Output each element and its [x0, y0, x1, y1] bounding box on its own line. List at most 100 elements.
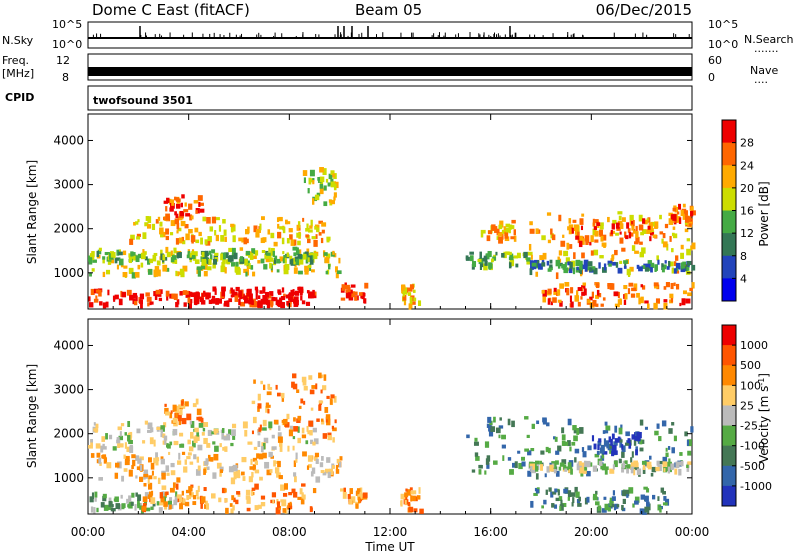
range-gate-cell — [345, 284, 350, 290]
range-gate-cell — [403, 300, 407, 306]
range-gate-cell — [251, 487, 256, 491]
range-gate-cell — [254, 505, 259, 511]
range-gate-cell — [172, 258, 177, 264]
range-gate-cell — [634, 500, 639, 505]
range-gate-cell — [583, 288, 587, 296]
range-gate-cell — [228, 247, 234, 253]
range-gate-cell — [293, 417, 296, 422]
beam-title: Beam 05 — [355, 1, 422, 19]
range-gate-cell — [639, 439, 643, 445]
range-gate-cell — [259, 476, 263, 481]
range-gate-cell — [283, 269, 289, 275]
range-gate-cell — [314, 194, 320, 201]
range-gate-cell — [574, 457, 577, 463]
range-gate-cell — [262, 286, 266, 291]
range-gate-cell — [184, 501, 190, 507]
range-gate-cell — [353, 291, 358, 296]
range-gate-cell — [675, 262, 681, 270]
range-gate-cell — [579, 218, 584, 225]
range-gate-cell — [169, 441, 173, 446]
range-gate-cell — [335, 469, 340, 474]
range-gate-cell — [276, 269, 280, 273]
range-gate-cell — [486, 463, 490, 469]
colorbar-segment — [722, 445, 736, 467]
range-gate-cell — [349, 497, 353, 505]
range-gate-cell — [194, 427, 199, 433]
range-gate-cell — [279, 442, 283, 447]
range-gate-cell — [408, 287, 413, 292]
range-gate-cell — [124, 455, 130, 462]
range-gate-cell — [319, 462, 324, 468]
range-gate-cell — [197, 444, 203, 451]
range-gate-cell — [104, 251, 110, 256]
range-gate-cell — [675, 255, 679, 261]
range-gate-cell — [589, 241, 592, 246]
range-gate-cell — [284, 263, 290, 271]
range-gate-cell — [161, 485, 167, 490]
range-gate-cell — [303, 177, 306, 184]
range-gate-cell — [238, 237, 243, 242]
velocity-colorbar-label-end: ] — [757, 373, 771, 378]
range-gate-cell — [531, 423, 535, 429]
range-gate-cell — [319, 167, 324, 173]
y-tick-label: 2000 — [53, 222, 84, 236]
velocity-colorbar-label-main: Velocity [m s — [757, 386, 771, 463]
range-gate-cell — [333, 253, 337, 258]
colorbar-segment — [722, 278, 736, 302]
range-gate-cell — [222, 446, 226, 451]
range-gate-cell — [502, 455, 505, 461]
range-gate-cell — [194, 259, 200, 265]
range-gate-cell — [143, 469, 149, 475]
range-gate-cell — [563, 250, 569, 257]
range-gate-cell — [179, 291, 183, 296]
range-gate-cell — [201, 293, 204, 298]
range-gate-cell — [178, 452, 181, 460]
range-gate-cell — [524, 416, 529, 420]
range-gate-cell — [509, 469, 514, 475]
range-gate-cell — [267, 229, 271, 235]
range-gate-cell — [262, 295, 268, 302]
range-gate-cell — [156, 501, 160, 506]
range-gate-cell — [337, 270, 342, 275]
range-gate-cell — [478, 469, 482, 475]
range-gate-cell — [335, 464, 339, 470]
range-gate-cell — [290, 289, 294, 294]
range-gate-cell — [248, 252, 252, 258]
range-gate-cell — [582, 451, 587, 458]
range-gate-cell — [203, 468, 206, 475]
range-gate-cell — [276, 217, 280, 223]
range-gate-cell — [110, 504, 114, 508]
range-gate-cell — [493, 416, 496, 423]
range-gate-cell — [479, 464, 483, 469]
range-gate-cell — [165, 290, 170, 297]
range-gate-cell — [175, 198, 181, 202]
range-gate-cell — [207, 454, 211, 462]
range-gate-cell — [690, 210, 694, 217]
range-gate-cell — [340, 488, 344, 492]
range-gate-cell — [170, 410, 173, 414]
range-gate-cell — [621, 467, 625, 473]
range-gate-cell — [290, 292, 295, 297]
range-gate-cell — [189, 257, 192, 263]
range-gate-cell — [410, 490, 414, 495]
range-gate-cell — [647, 464, 652, 470]
range-gate-cell — [639, 251, 644, 258]
colorbar-segment — [722, 120, 736, 144]
range-gate-cell — [261, 249, 266, 254]
range-gate-cell — [647, 225, 651, 230]
range-gate-cell — [117, 426, 123, 431]
range-gate-cell — [408, 303, 412, 310]
range-gate-cell — [165, 213, 170, 221]
range-gate-cell — [323, 201, 328, 207]
range-gate-cell — [659, 214, 662, 220]
range-gate-cell — [529, 228, 535, 234]
range-gate-cell — [103, 504, 109, 511]
range-gate-cell — [234, 474, 237, 480]
range-gate-cell — [89, 253, 93, 258]
range-gate-cell — [653, 282, 659, 287]
range-gate-cell — [178, 420, 182, 426]
range-gate-cell — [184, 401, 189, 407]
range-gate-cell — [674, 468, 678, 475]
range-gate-cell — [581, 285, 586, 289]
